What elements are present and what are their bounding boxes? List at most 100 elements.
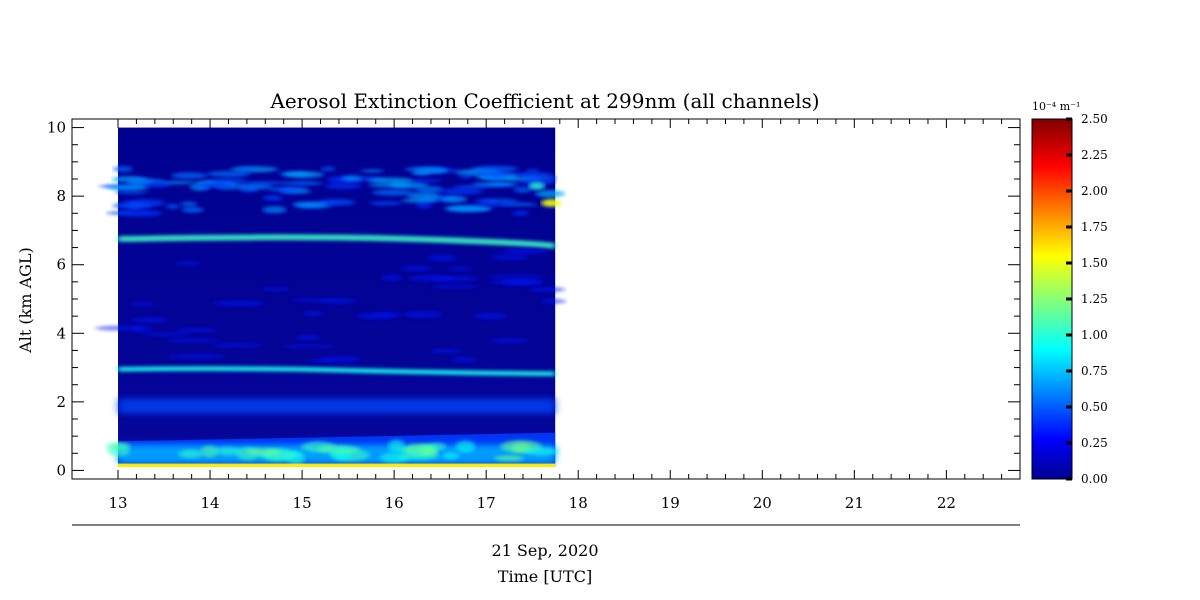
upper-layer-speckle [239,183,273,190]
upper-layer-speckle [401,198,440,203]
mid-speckle [211,343,263,348]
mid-speckle [167,354,227,359]
colorbar-tick-label: 1.25 [1081,292,1108,306]
layer-1-9km [118,398,556,414]
mid-speckle [309,358,335,363]
mid-speckle [500,279,544,286]
upper-layer-speckle [506,172,553,177]
upper-layer-speckle [408,178,442,183]
colorbar-gradient [1032,119,1072,479]
mid-speckle [447,266,472,271]
upper-layer-speckle [407,192,442,200]
surface-layer-band [118,463,556,467]
upper-layer-speckle [473,170,512,177]
x-axis-ticks: 13 14 15 16 17 18 19 20 21 22 [108,119,1003,512]
boundary-layer-blotch [455,440,476,453]
upper-layer-speckle [440,195,468,203]
upper-layer-speckle [459,174,473,179]
mid-speckle [174,260,202,266]
upper-layer-speckle [113,165,133,173]
colorbar-tick-label: 1.75 [1081,220,1108,234]
x-tick-label: 17 [477,494,496,512]
upper-layer-speckle [324,182,362,190]
boundary-layer-blotch [200,445,219,458]
mid-speckle [380,274,402,281]
upper-layer-speckle [128,178,165,184]
colorbar-tick-label: 0.00 [1081,472,1108,486]
layer-6-8km [117,234,556,249]
upper-layer-speckle [342,175,362,183]
upper-layer-speckle [263,194,283,202]
upper-layer-speckle [107,184,149,191]
upper-layer-speckle [144,182,172,188]
mid-speckle [143,332,191,337]
upper-layer-speckle [512,210,530,216]
upper-layer-speckle [439,188,483,195]
mid-speckle [212,300,266,307]
mid-speckle [451,356,477,363]
upper-layer-speckle [282,180,323,186]
upper-layer-speckle [405,166,449,173]
boundary-layer-blotch [442,451,459,460]
y-tick-label: 0 [56,461,66,479]
upper-layer-speckle [415,202,433,209]
mid-speckle [296,334,320,341]
y-tick-label: 4 [56,324,66,342]
y-axis-ticks: 0 2 4 6 8 10 [47,119,1020,479]
mid-speckle [431,275,479,282]
mid-speckle [429,348,462,354]
colorbar-unit: 10⁻⁴ m⁻¹ [1032,100,1080,113]
mid-speckle [290,298,338,302]
upper-layer-speckle [180,201,197,207]
colorbar-tick-label: 0.50 [1081,400,1108,414]
boundary-layer-blotch [494,455,524,462]
upper-layer-speckle [238,167,252,171]
mid-speckle [131,302,156,307]
colorbar-tick-label: 2.50 [1081,112,1108,126]
boundary-layer-blotch [421,449,439,456]
upper-layer-speckle [267,186,307,193]
colorbar-tick-label: 1.50 [1081,256,1108,270]
upper-layer-speckle [369,201,403,206]
upper-layer-speckle [207,170,251,178]
x-tick-label: 19 [661,494,680,512]
x-axis-label: Time [UTC] [498,567,592,586]
upper-layer-speckle [447,205,493,212]
y-tick-label: 2 [56,393,66,411]
upper-layer-speckle [317,198,356,206]
upper-layer-speckle [181,206,204,213]
colorbar-tick-label: 2.00 [1081,184,1108,198]
colorbar-tick-label: 1.00 [1081,328,1108,342]
upper-layer-speckle [197,182,230,188]
boundary-layer-blotch [107,444,130,457]
chart-title: Aerosol Extinction Coefficient at 299nm … [269,89,819,113]
mid-speckle [502,248,548,255]
mid-speckle [175,327,218,333]
upper-layer-speckle [471,181,519,187]
x-tick-label: 13 [108,494,127,512]
upper-layer-speckle [165,203,180,210]
upper-layer-speckle [521,178,556,186]
mid-speckle [528,286,565,293]
plot-area: 13 14 15 16 17 18 19 20 21 22 0 2 4 6 8 10 [47,118,1021,512]
upper-layer-hotspot [541,199,562,207]
x-tick-label: 22 [937,494,956,512]
x-tick-label: 21 [845,494,864,512]
upper-layer-speckle [114,190,148,195]
mid-speckle [432,284,478,289]
upper-layer-speckle [474,202,513,207]
upper-layer-speckle [368,177,413,184]
boundary-layer-blotch [388,439,405,453]
mid-speckle [540,298,566,304]
mid-speckle [491,253,530,261]
upper-layer-speckle [368,183,410,188]
upper-layer-speckle [415,185,444,194]
x-tick-label: 14 [201,494,220,512]
x-tick-label: 20 [753,494,772,512]
colorbar-tick-label: 0.25 [1081,436,1108,450]
mid-speckle [355,312,398,320]
colorbar-tick-label: 0.75 [1081,364,1108,378]
upper-layer-speckle [525,169,540,173]
mid-speckle [131,317,169,323]
upper-layer-speckle [119,209,162,217]
